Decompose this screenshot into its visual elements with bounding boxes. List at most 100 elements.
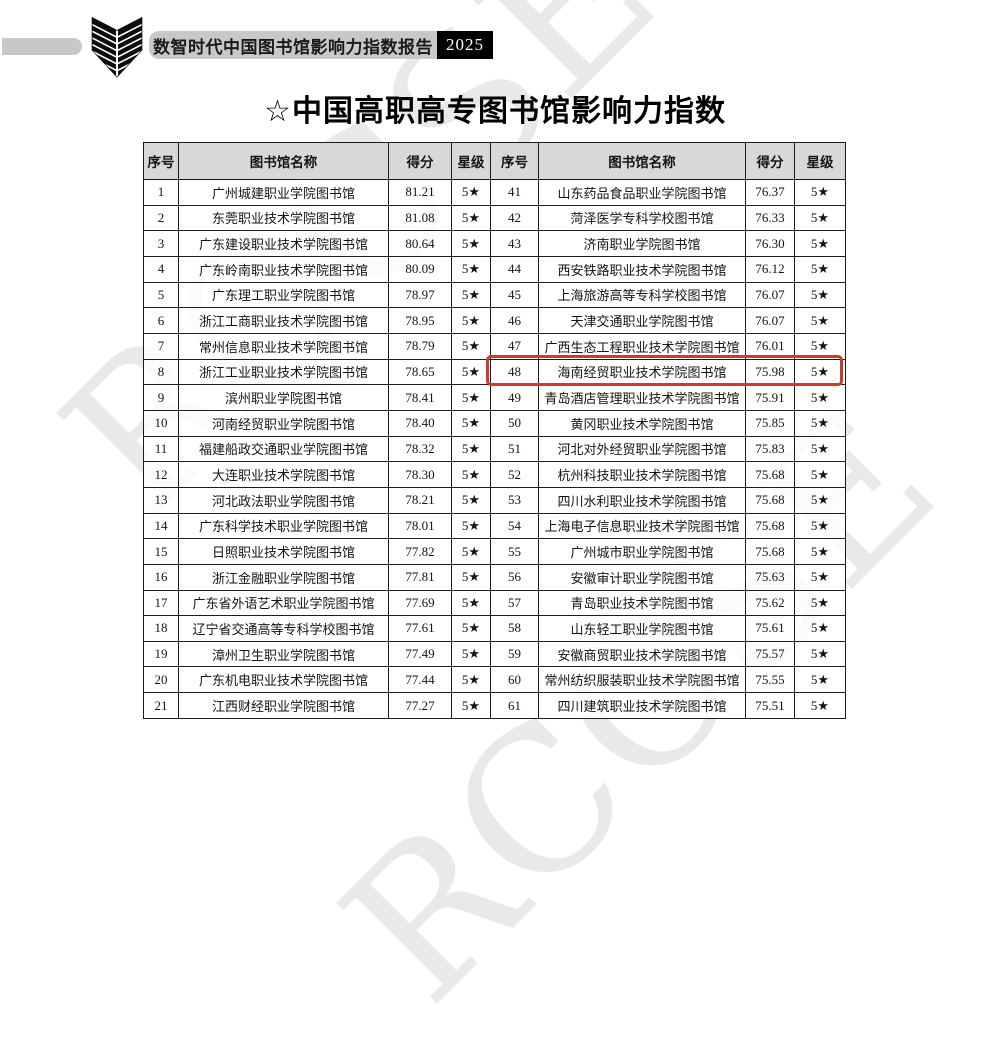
star-cell: 5★: [794, 461, 846, 488]
rank-cell: 18: [143, 615, 179, 642]
star-cell: 5★: [794, 666, 846, 694]
rank-cell: 51: [490, 435, 539, 463]
table-row: 13 河北政法职业学院图书馆 78.21 5★ 53 四川水利职业技术学院图书馆 75.68…: [143, 486, 846, 514]
table-row: 3 广东建设职业技术学院图书馆 80.64 5★ 43 济南职业学院图书馆 76.30 5★: [143, 230, 846, 257]
rank-cell: 3: [143, 230, 179, 257]
rank-cell: 16: [143, 563, 179, 591]
rank-cell: 55: [490, 538, 539, 565]
col-header-rank: 序号: [490, 142, 539, 180]
report-title: 数智时代中国图书馆影响力指数报告: [153, 37, 433, 57]
library-name-cell: 浙江金融职业学院图书馆: [178, 563, 389, 591]
rank-cell: 59: [490, 640, 539, 668]
score-cell: 75.85: [745, 409, 795, 437]
score-cell: 76.30: [745, 230, 795, 257]
library-name-cell: 上海旅游高等专科学校图书馆: [538, 281, 746, 309]
table-row: 15 日照职业技术学院图书馆 77.82 5★ 55 广州城市职业学院图书馆 75.68 5★: [143, 538, 846, 565]
table-row: 17 广东省外语艺术职业学院图书馆 77.69 5★ 57 青岛职业技术学院图书馆 75.6…: [143, 589, 846, 617]
score-cell: 78.01: [388, 512, 452, 540]
star-cell: 5★: [451, 589, 491, 617]
score-cell: 75.63: [745, 563, 795, 591]
star-cell: 5★: [794, 255, 846, 283]
star-cell: 5★: [451, 640, 491, 668]
score-cell: 78.95: [388, 307, 452, 334]
rank-cell: 14: [143, 512, 179, 540]
table-row: 19 漳州卫生职业学院图书馆 77.49 5★ 59 安徽商贸职业技术学院图书馆 75.57…: [143, 640, 846, 668]
table-row: 11 福建船政交通职业学院图书馆 78.32 5★ 51 河北对外经贸职业学院图书馆 75.…: [143, 435, 846, 463]
table-row: 20 广东机电职业技术学院图书馆 77.44 5★ 60 常州纺织服装职业技术学院图书馆 7…: [143, 666, 846, 694]
table-row: 6 浙江工商职业技术学院图书馆 78.95 5★ 46 天津交通职业学院图书馆 76.07 5…: [143, 307, 846, 334]
library-name-cell: 广西生态工程职业技术学院图书馆: [538, 332, 746, 360]
library-name-cell: 安徽商贸职业技术学院图书馆: [538, 640, 746, 668]
rank-cell: 10: [143, 409, 179, 437]
library-name-cell: 滨州职业学院图书馆: [178, 384, 389, 411]
rank-cell: 1: [143, 179, 179, 206]
score-cell: 78.30: [388, 461, 452, 488]
library-name-cell: 安徽审计职业学院图书馆: [538, 563, 746, 591]
star-cell: 5★: [451, 461, 491, 488]
star-cell: 5★: [794, 486, 846, 514]
library-name-cell: 黄冈职业技术学院图书馆: [538, 409, 746, 437]
col-header-rank: 序号: [143, 142, 179, 180]
table-header-row: 序号 图书馆名称 得分 星级 序号 图书馆名称 得分 星级: [143, 142, 846, 180]
star-cell: 5★: [794, 179, 846, 206]
star-cell: 5★: [794, 384, 846, 411]
library-name-cell: 广东理工职业学院图书馆: [178, 281, 389, 309]
score-cell: 77.49: [388, 640, 452, 668]
library-name-cell: 广州城市职业学院图书馆: [538, 538, 746, 565]
rank-cell: 58: [490, 615, 539, 642]
library-name-cell: 天津交通职业学院图书馆: [538, 307, 746, 334]
score-cell: 75.68: [745, 512, 795, 540]
score-cell: 75.91: [745, 384, 795, 411]
star-cell: 5★: [451, 666, 491, 694]
score-cell: 76.01: [745, 332, 795, 360]
banner-left-bar: [2, 38, 82, 55]
library-name-cell: 广东建设职业技术学院图书馆: [178, 230, 389, 257]
table-row: 1 广州城建职业学院图书馆 81.21 5★ 41 山东药品食品职业学院图书馆 76.37 5…: [143, 179, 846, 206]
star-cell: 5★: [794, 512, 846, 540]
rank-cell: 52: [490, 461, 539, 488]
rank-cell: 48: [490, 358, 539, 386]
rank-cell: 43: [490, 230, 539, 257]
col-header-stars: 星级: [794, 142, 846, 180]
rank-cell: 19: [143, 640, 179, 668]
rank-cell: 60: [490, 666, 539, 694]
table-row: 12 大连职业技术学院图书馆 78.30 5★ 52 杭州科技职业技术学院图书馆 75.68…: [143, 461, 846, 488]
score-cell: 77.69: [388, 589, 452, 617]
library-name-cell: 大连职业技术学院图书馆: [178, 461, 389, 488]
star-cell: 5★: [451, 255, 491, 283]
star-cell: 5★: [451, 281, 491, 309]
library-name-cell: 上海电子信息职业技术学院图书馆: [538, 512, 746, 540]
library-name-cell: 河南经贸职业学院图书馆: [178, 409, 389, 437]
library-name-cell: 海南经贸职业技术学院图书馆: [538, 358, 746, 386]
star-cell: 5★: [794, 332, 846, 360]
star-cell: 5★: [451, 307, 491, 334]
rank-cell: 11: [143, 435, 179, 463]
library-name-cell: 四川建筑职业技术学院图书馆: [538, 692, 746, 719]
score-cell: 81.21: [388, 179, 452, 206]
table-row: 10 河南经贸职业学院图书馆 78.40 5★ 50 黄冈职业技术学院图书馆 75.85 5★: [143, 409, 846, 437]
star-cell: 5★: [794, 640, 846, 668]
library-name-cell: 山东药品食品职业学院图书馆: [538, 179, 746, 206]
score-cell: 80.09: [388, 255, 452, 283]
score-cell: 78.41: [388, 384, 452, 411]
score-cell: 75.83: [745, 435, 795, 463]
score-cell: 78.65: [388, 358, 452, 386]
star-cell: 5★: [451, 358, 491, 386]
col-header-stars: 星级: [451, 142, 491, 180]
rank-cell: 20: [143, 666, 179, 694]
star-cell: 5★: [794, 435, 846, 463]
star-cell: 5★: [794, 281, 846, 309]
col-header-score: 得分: [745, 142, 795, 180]
score-cell: 78.21: [388, 486, 452, 514]
library-name-cell: 常州纺织服装职业技术学院图书馆: [538, 666, 746, 694]
star-cell: 5★: [451, 332, 491, 360]
rank-cell: 53: [490, 486, 539, 514]
score-cell: 77.27: [388, 692, 452, 719]
star-cell: 5★: [451, 230, 491, 257]
library-name-cell: 常州信息职业技术学院图书馆: [178, 332, 389, 360]
rank-cell: 12: [143, 461, 179, 488]
library-name-cell: 济南职业学院图书馆: [538, 230, 746, 257]
rank-cell: 8: [143, 358, 179, 386]
library-name-cell: 日照职业技术学院图书馆: [178, 538, 389, 565]
rank-cell: 49: [490, 384, 539, 411]
